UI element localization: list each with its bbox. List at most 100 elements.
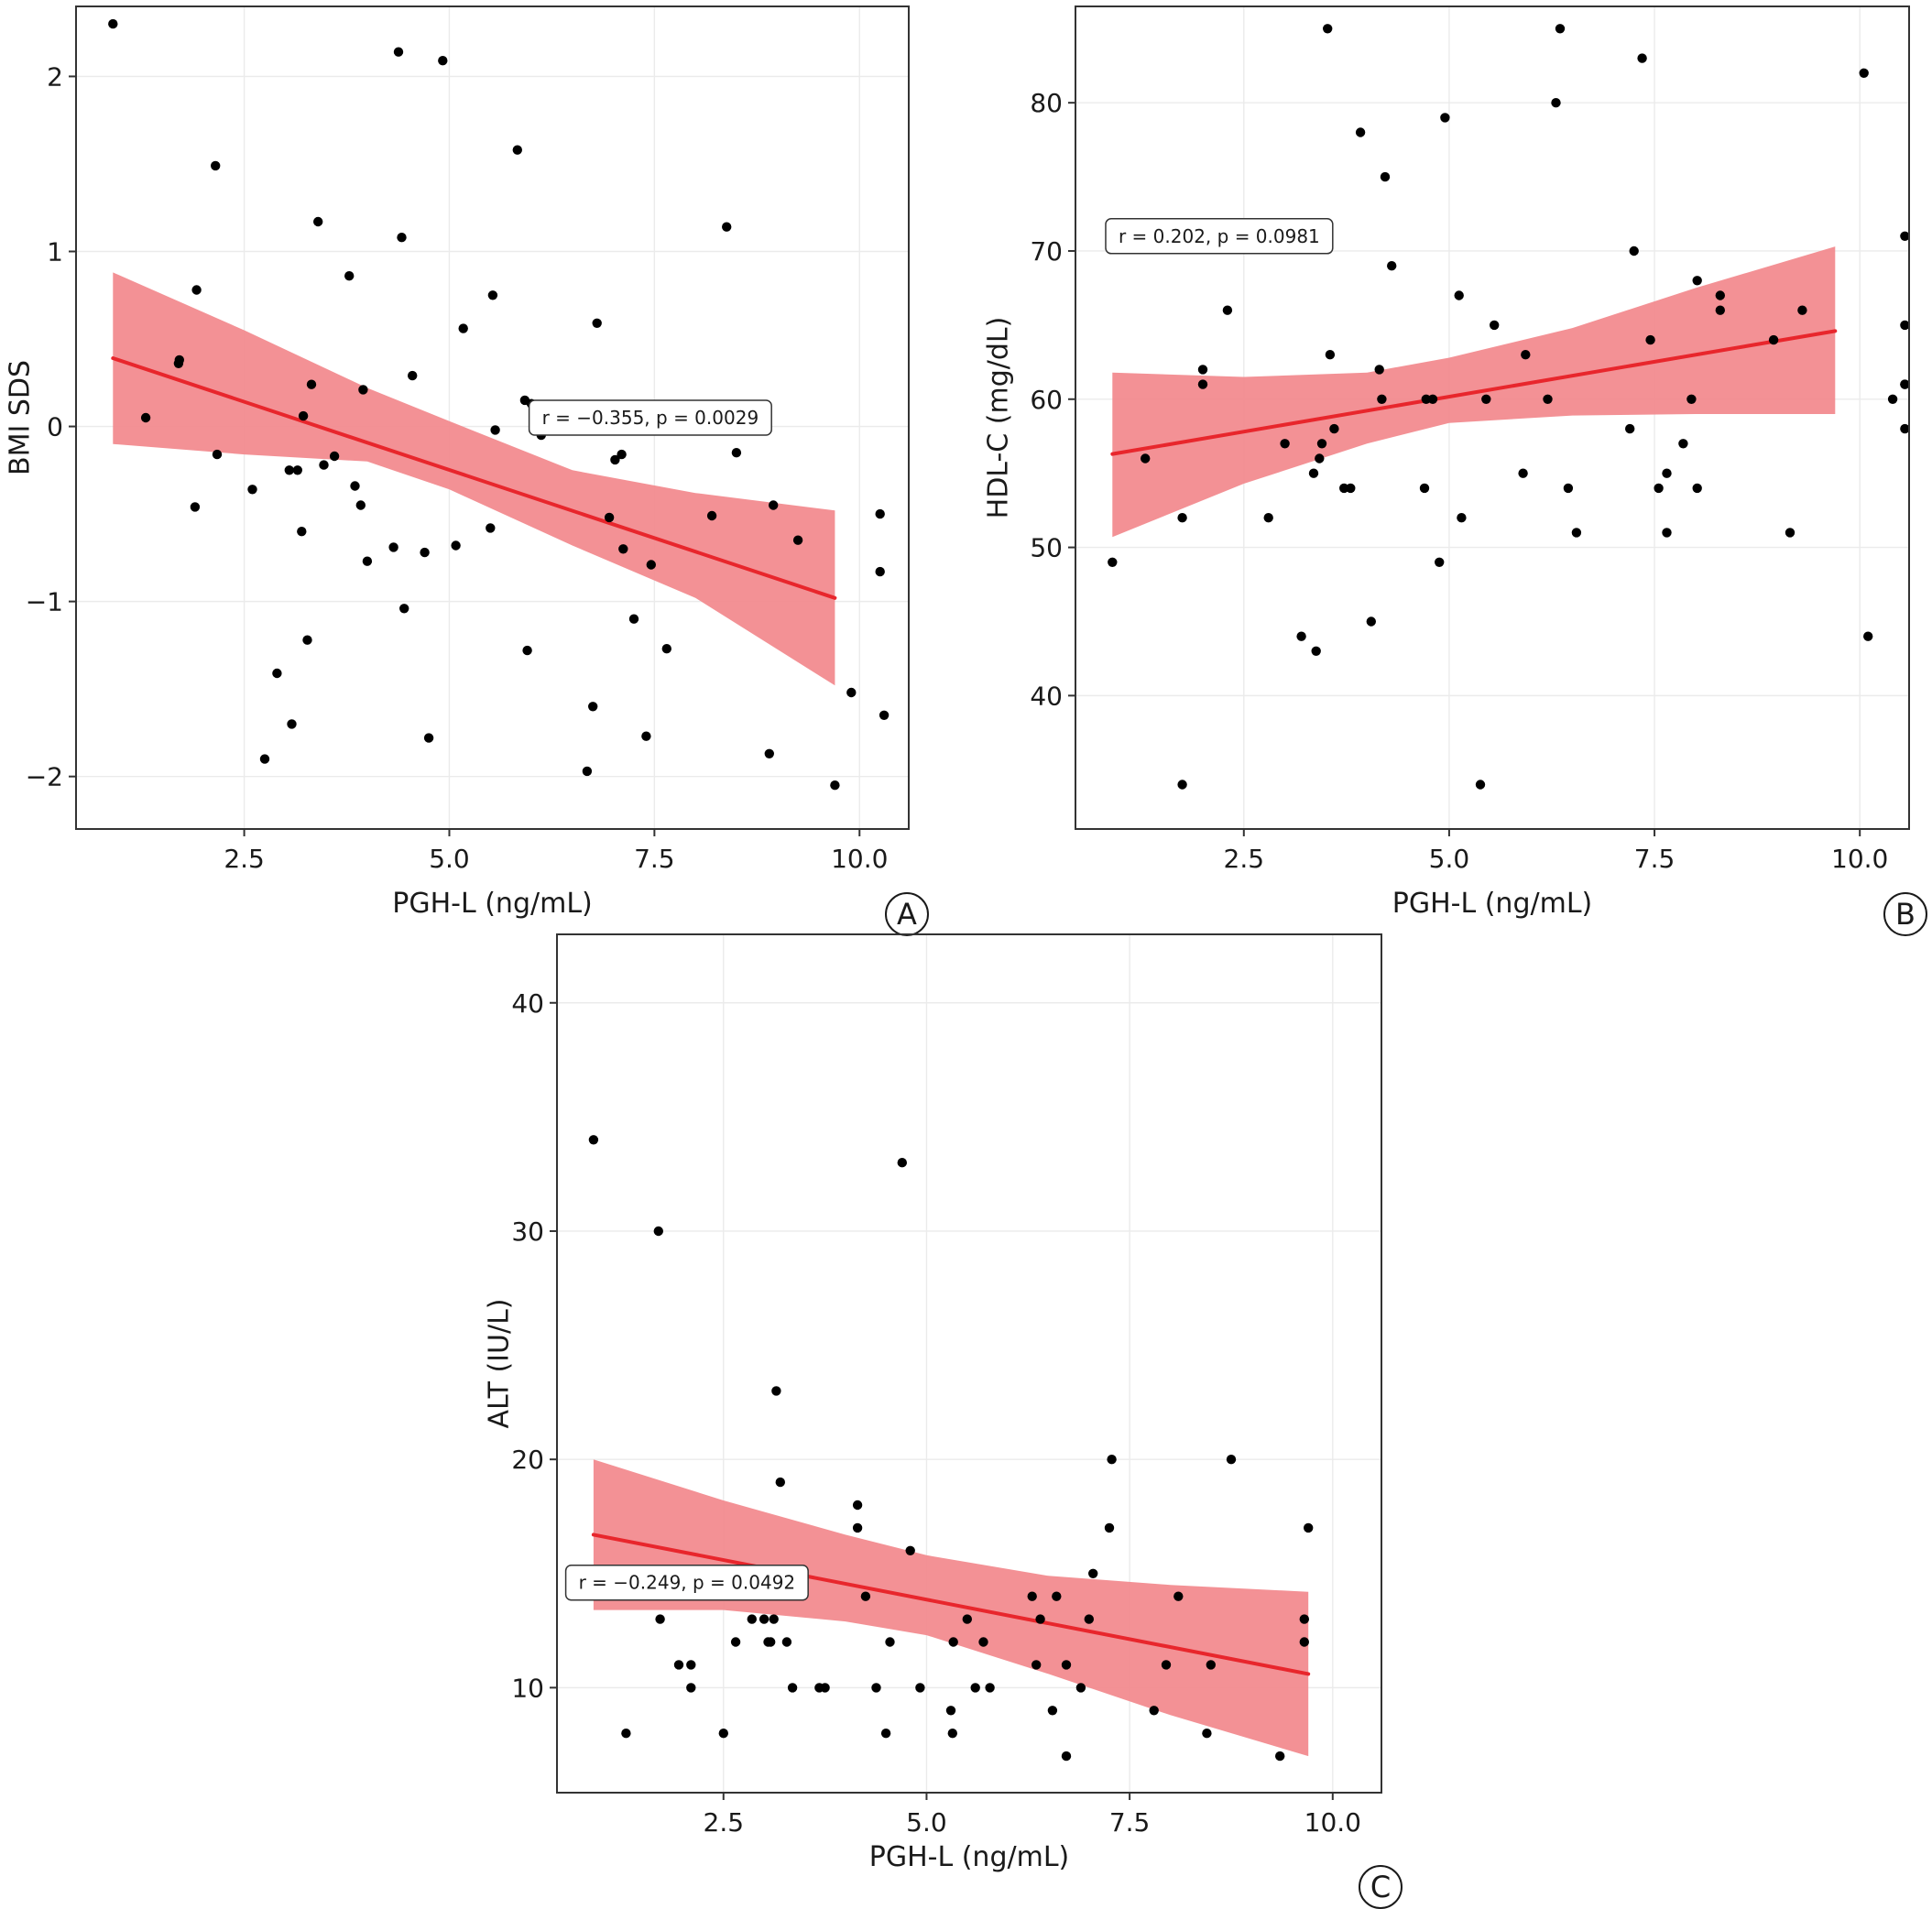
panel-a-point-45: [588, 702, 598, 712]
panel-c-point-9: [747, 1614, 757, 1624]
panel-a-point-20: [329, 451, 340, 462]
panel-a-point-10: [272, 668, 282, 679]
panel-b-point-18: [1346, 483, 1356, 494]
panel-a-point-52: [641, 731, 651, 741]
panel-b-point-54: [1715, 290, 1726, 300]
panel-b-point-34: [1490, 320, 1500, 331]
panel-c-badge: C: [1370, 1870, 1391, 1904]
panel-b-point-63: [1900, 423, 1910, 434]
panel-b-x-tick-label-2: 7.5: [1634, 844, 1675, 874]
panel-a-point-48: [610, 454, 620, 465]
panel-b-point-44: [1637, 53, 1647, 63]
panel-a-point-39: [512, 145, 522, 155]
panel-c-y-tick-label-2: 30: [511, 1216, 544, 1247]
panel-c-x-tick-label-3: 10.0: [1304, 1807, 1361, 1838]
panel-b-point-59: [1863, 631, 1873, 641]
panel-c-fit-line: [591, 1533, 1311, 1676]
panel-c-point-56: [1299, 1614, 1310, 1624]
panel-c-point-30: [947, 1729, 958, 1739]
panel-a-x-tick-label-0: 2.5: [224, 844, 265, 874]
panel-a-point-33: [438, 55, 448, 66]
panel-b-point-39: [1555, 24, 1566, 34]
panel-c-point-48: [1149, 1706, 1159, 1716]
panel-a-point-28: [397, 233, 407, 243]
panel-a-point-56: [722, 222, 732, 232]
panel-b-point-19: [1355, 127, 1366, 137]
panel-c-point-5: [686, 1683, 696, 1693]
panel-a-point-4: [190, 502, 201, 512]
panel-b-point-56: [1785, 528, 1796, 538]
panel-a-x-tick-label-2: 7.5: [634, 844, 675, 874]
panel-c-point-24: [880, 1729, 891, 1739]
panel-c-point-15: [775, 1477, 785, 1488]
panel-c-point-12: [766, 1637, 776, 1647]
panel-c-point-16: [781, 1637, 792, 1647]
panel-c-y-axis-label: ALT (IU/L): [484, 1298, 516, 1428]
panel-b-point-27: [1427, 394, 1438, 404]
panel-b-points: [1108, 24, 1910, 790]
panel-a-y-tick-label-3: 1: [47, 236, 63, 267]
panel-b-point-6: [1222, 305, 1233, 315]
panel-c-grid: [557, 934, 1381, 1793]
panel-b-badge: B: [1895, 897, 1916, 932]
panel-b-point-48: [1662, 468, 1672, 478]
panel-b-point-43: [1629, 245, 1639, 256]
panel-b-point-7: [1263, 513, 1273, 523]
panel-a-point-57: [731, 448, 742, 458]
panel-a-point-7: [212, 449, 223, 460]
panel-c-point-33: [970, 1683, 980, 1693]
panel-c-point-20: [852, 1522, 863, 1533]
panel-c-point-46: [1104, 1522, 1115, 1533]
panel-a-point-9: [259, 754, 270, 764]
panel-a-point-62: [846, 687, 857, 698]
panel-b-point-38: [1551, 98, 1561, 108]
panel-c-point-44: [1084, 1614, 1095, 1624]
panel-a-point-1: [140, 412, 151, 423]
panel-a-point-54: [661, 644, 671, 654]
panel-c-point-27: [905, 1545, 915, 1556]
panel-a-point-38: [490, 425, 500, 435]
panel-b-y-tick-label-0: 40: [1030, 681, 1063, 711]
panel-c-point-43: [1075, 1683, 1086, 1693]
panel-b-x-tick-label-1: 5.0: [1429, 844, 1470, 874]
panel-c-badge-circle: [1359, 1865, 1403, 1909]
panel-a-y-tick-label-2: 0: [47, 412, 63, 442]
panel-b-point-37: [1543, 394, 1553, 404]
panel-c-point-36: [1027, 1591, 1037, 1601]
panel-c-point-0: [588, 1135, 599, 1145]
panel-b-point-50: [1686, 394, 1697, 404]
panel-b-point-53: [1715, 305, 1726, 315]
panel-a-x-axis-label: PGH-L (ng/mL): [392, 888, 592, 920]
panel-a-fit-line: [111, 356, 837, 600]
panel-b-point-24: [1387, 261, 1397, 271]
panel-a-point-53: [646, 560, 656, 570]
panel-c-point-6: [686, 1660, 696, 1670]
panel-a-point-51: [628, 614, 639, 624]
panel-b-point-33: [1481, 394, 1491, 404]
panel-a-point-8: [247, 485, 257, 495]
panel-a-point-15: [298, 410, 309, 421]
panel-a-point-37: [487, 290, 498, 300]
panel-c-y-tick-label-1: 20: [511, 1445, 544, 1475]
panel-a: r = −0.355, p = 0.0029 2.5 5.0 7.5 10.0 −2 −1…: [5, 5, 929, 936]
panel-a-point-35: [458, 323, 468, 333]
panel-b-point-25: [1419, 483, 1430, 494]
panel-b-point-30: [1454, 290, 1464, 300]
panel-c-y-tick-label-0: 10: [511, 1673, 544, 1703]
panel-a-annotation: r = −0.355, p = 0.0029: [542, 407, 759, 429]
panel-c-x-tick-label-1: 5.0: [906, 1807, 947, 1838]
panel-a-point-6: [211, 160, 221, 171]
panel-c-fit-layer: [591, 1533, 1311, 1676]
panel-a-point-12: [287, 719, 297, 729]
panel-c: r = −0.249, p = 0.0492 2.5 5.0 7.5 10.0 10 20…: [484, 933, 1403, 1909]
panel-a-y-tick-label-1: −1: [26, 587, 63, 617]
panel-b-point-29: [1440, 113, 1450, 123]
panel-b-fit-line: [1110, 329, 1838, 456]
panel-b-point-22: [1377, 394, 1387, 404]
panel-a-point-11: [284, 465, 294, 475]
panel-c-point-2: [653, 1226, 663, 1237]
panel-c-point-10: [759, 1614, 770, 1624]
panel-b-point-60: [1887, 394, 1898, 404]
panel-b-point-9: [1296, 631, 1306, 641]
